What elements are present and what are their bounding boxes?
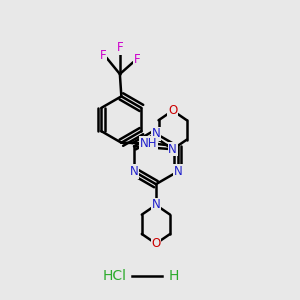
Text: N: N bbox=[168, 143, 177, 156]
Text: N: N bbox=[130, 165, 138, 178]
Text: H: H bbox=[169, 269, 179, 283]
Text: F: F bbox=[117, 41, 123, 54]
Text: N: N bbox=[152, 127, 160, 140]
Text: O: O bbox=[168, 104, 177, 117]
Text: O: O bbox=[151, 237, 160, 250]
Text: F: F bbox=[134, 53, 140, 66]
Text: HCl: HCl bbox=[102, 269, 126, 283]
Text: F: F bbox=[100, 49, 106, 62]
Text: N: N bbox=[152, 199, 160, 212]
Text: N: N bbox=[173, 165, 182, 178]
Text: NH: NH bbox=[140, 137, 157, 150]
